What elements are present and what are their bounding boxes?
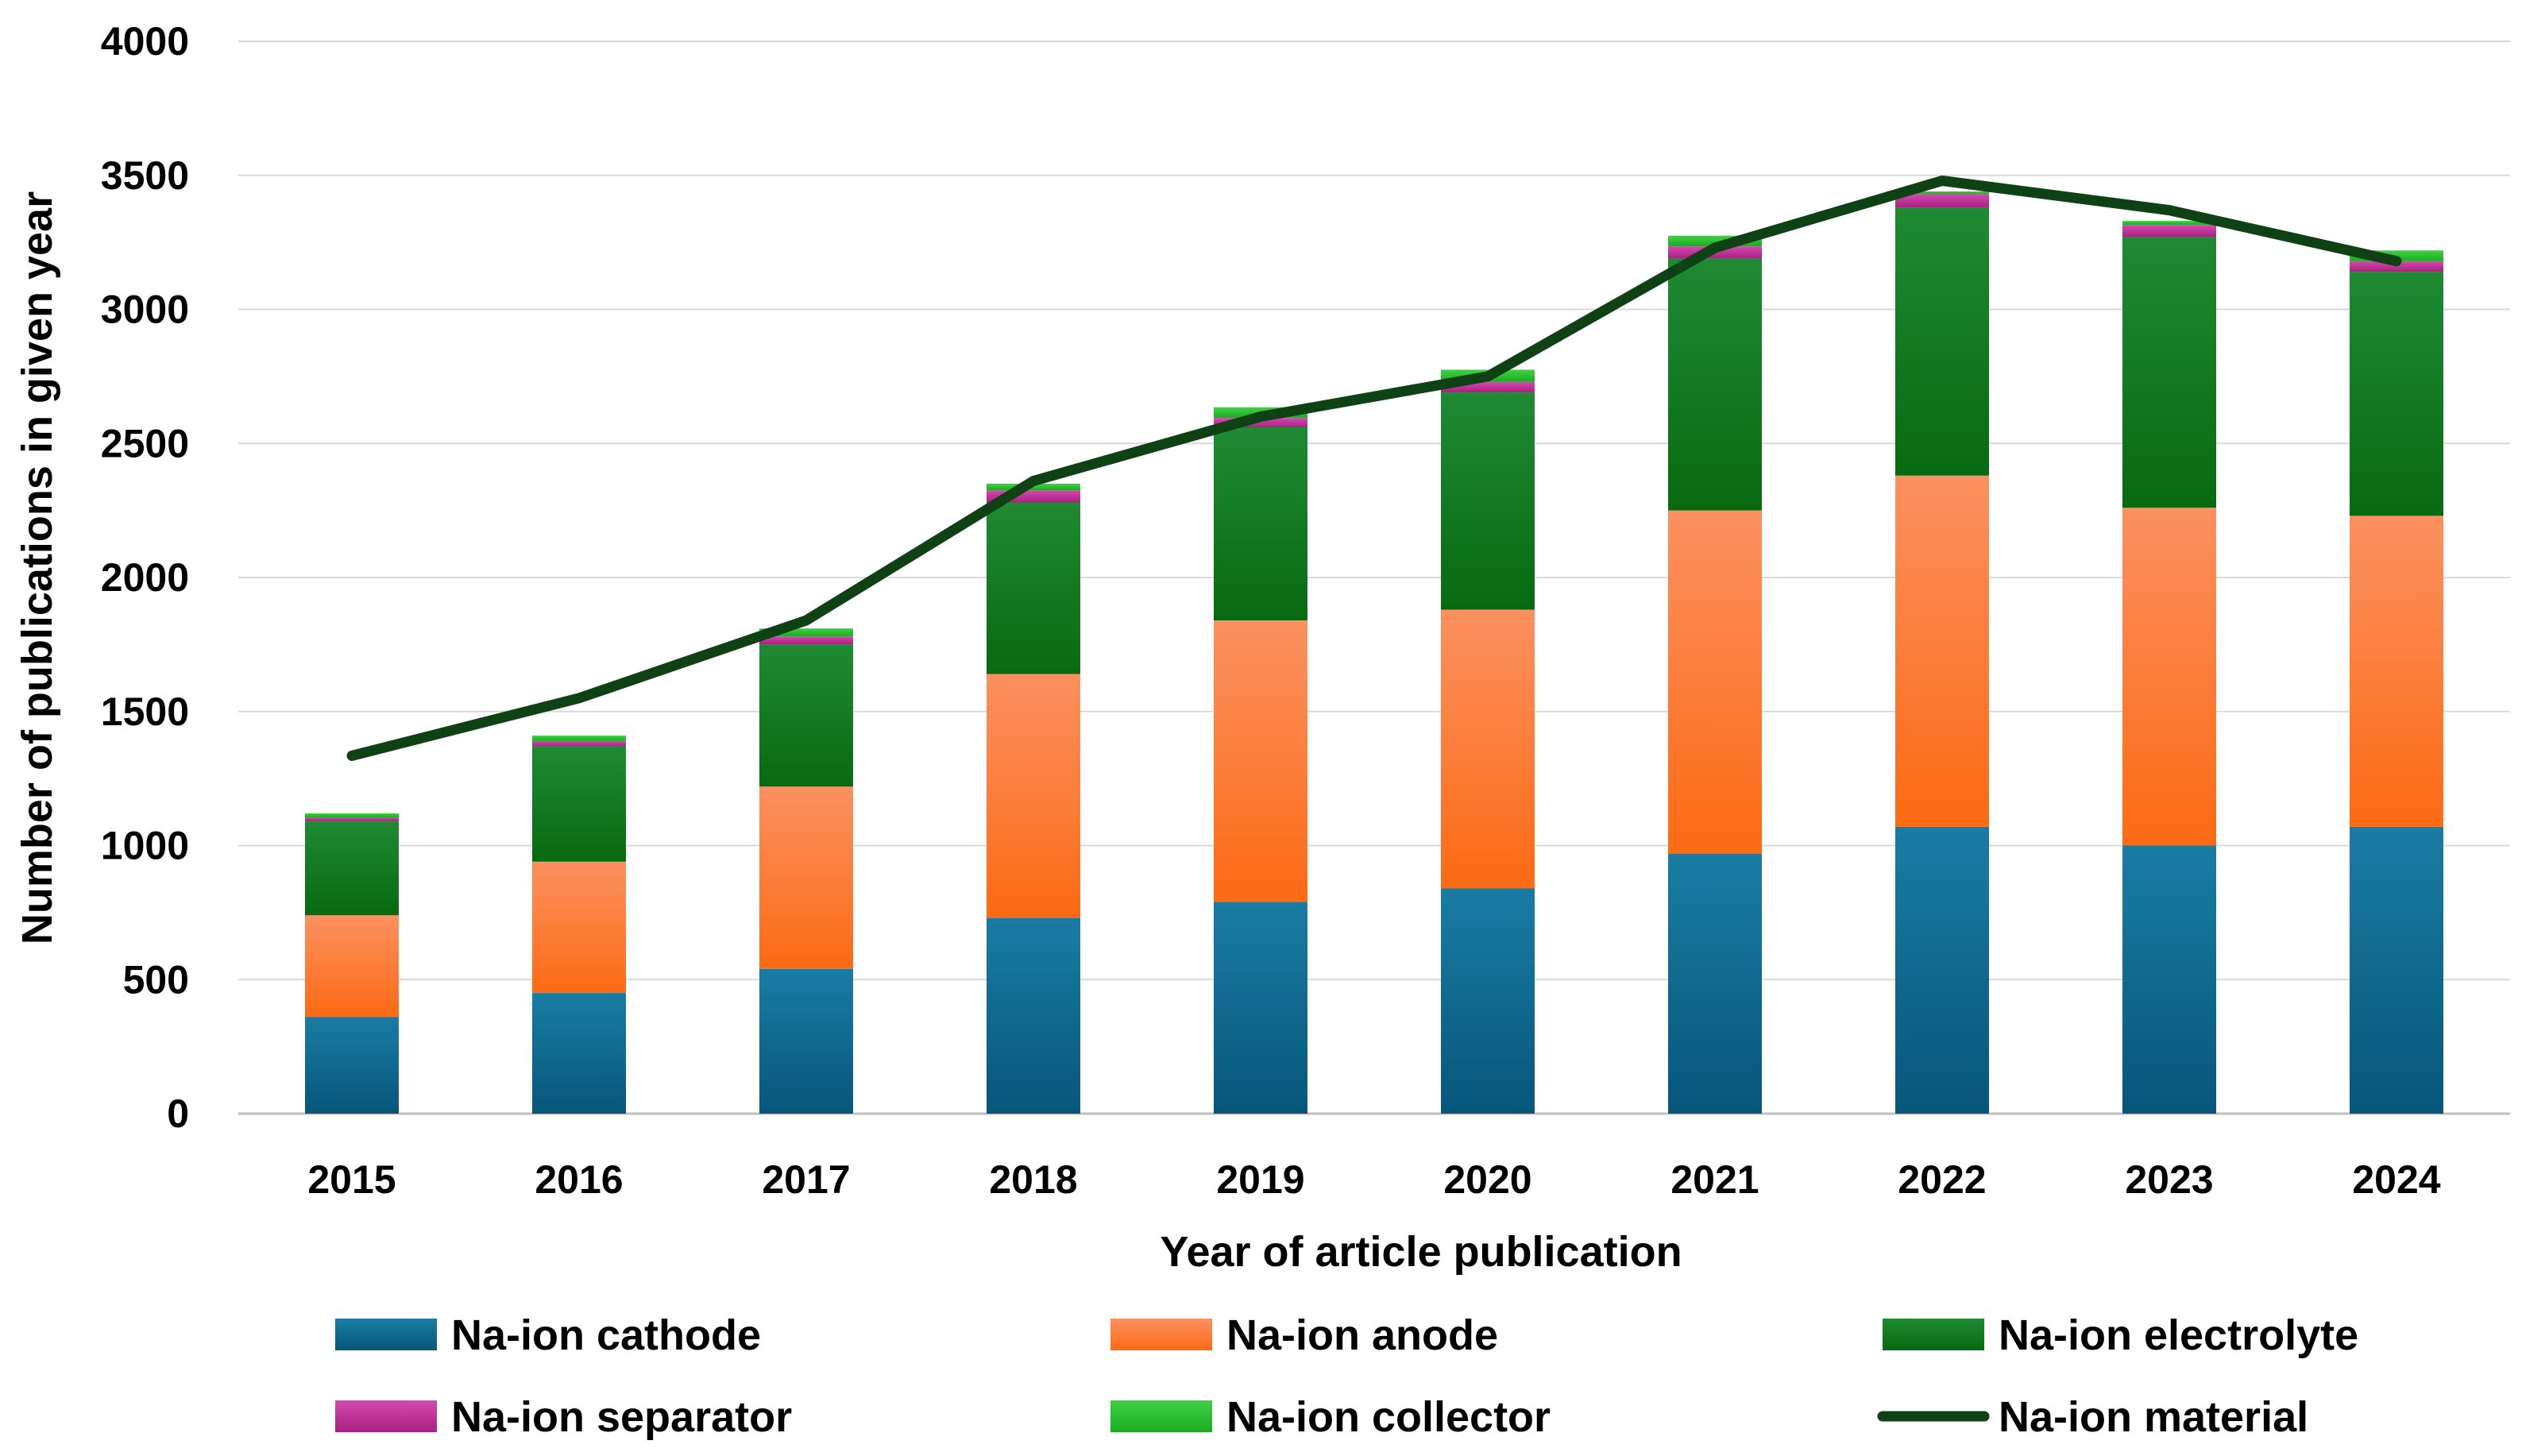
y-axis-ticks: 0 500 1000 1500 2000 2500 3000 3500 4000 (101, 19, 189, 1136)
y-tick-label: 4000 (101, 19, 189, 64)
bar-na-ion-cathode-2022 (1895, 826, 1989, 1114)
y-tick-label: 2500 (101, 421, 189, 465)
legend-swatch (1110, 1319, 1212, 1350)
bar-na-ion-electrolyte-2017 (759, 644, 853, 787)
bar-na-ion-electrolyte-2020 (1441, 392, 1535, 610)
bar-na-ion-cathode-2018 (987, 917, 1080, 1114)
bar-na-ion-anode-2024 (2350, 516, 2443, 827)
bar-na-ion-anode-2017 (759, 786, 853, 969)
legend-label: Na-ion collector (1226, 1393, 1551, 1441)
y-tick-label: 3500 (101, 153, 189, 198)
x-tick-label: 2016 (535, 1157, 623, 1202)
x-tick-label: 2015 (307, 1157, 396, 1202)
legend-swatch (335, 1400, 437, 1432)
legend-item-na-ion-electrolyte: Na-ion electrolyte (1883, 1311, 2358, 1359)
bar-na-ion-cathode-2021 (1668, 853, 1762, 1114)
bar-na-ion-anode-2021 (1668, 510, 1762, 854)
y-tick-label: 2000 (101, 555, 189, 600)
bar-na-ion-electrolyte-2021 (1668, 258, 1762, 511)
legend-swatch (1110, 1400, 1212, 1432)
legend: Na-ion cathode Na-ion anode Na-ion electro… (335, 1311, 2358, 1441)
bar-na-ion-collector-2023 (2122, 221, 2216, 226)
bar-na-ion-cathode-2024 (2350, 826, 2443, 1114)
legend-label: Na-ion electrolyte (1999, 1311, 2358, 1359)
bar-na-ion-electrolyte-2018 (987, 502, 1080, 674)
total-line-series (346, 176, 2402, 761)
legend-label: Na-ion anode (1226, 1311, 1498, 1359)
y-tick-label: 1500 (101, 689, 189, 734)
y-axis-title: Number of publications in given year (14, 191, 61, 944)
bar-na-ion-anode-2022 (1895, 475, 1989, 827)
bar-na-ion-electrolyte-2024 (2350, 272, 2443, 516)
bar-na-ion-collector-2022 (1895, 191, 1989, 195)
bar-na-ion-cathode-2015 (305, 1017, 399, 1114)
x-tick-label: 2020 (1443, 1157, 1531, 1202)
bar-na-ion-separator-2015 (305, 817, 399, 822)
total-line (346, 176, 2402, 761)
bar-na-ion-separator-2016 (532, 740, 626, 747)
y-tick-label: 0 (167, 1091, 189, 1136)
bar-na-ion-separator-2022 (1895, 194, 1989, 208)
bar-na-ion-separator-2017 (759, 636, 853, 645)
bar-na-ion-anode-2016 (532, 861, 626, 994)
bar-na-ion-anode-2023 (2122, 508, 2216, 846)
legend-label: Na-ion separator (451, 1393, 792, 1441)
stacked-bars (305, 191, 2443, 1114)
x-tick-label: 2019 (1216, 1157, 1304, 1202)
bar-na-ion-cathode-2020 (1441, 888, 1535, 1114)
bar-na-ion-separator-2019 (1214, 418, 1307, 427)
bar-na-ion-cathode-2017 (759, 968, 853, 1114)
y-tick-label: 3000 (101, 288, 189, 332)
legend-swatch (1883, 1319, 1984, 1350)
x-tick-label: 2017 (762, 1157, 850, 1202)
bar-na-ion-collector-2017 (759, 628, 853, 637)
bar-na-ion-separator-2023 (2122, 225, 2216, 238)
x-tick-label: 2018 (989, 1157, 1077, 1202)
y-tick-label: 500 (123, 957, 189, 1002)
legend-item-na-ion-collector: Na-ion collector (1110, 1393, 1551, 1441)
legend-label: Na-ion cathode (451, 1311, 761, 1359)
bar-na-ion-electrolyte-2019 (1214, 427, 1307, 620)
x-axis-title: Year of article publication (1160, 1228, 1682, 1276)
bar-na-ion-electrolyte-2016 (532, 746, 626, 862)
legend-swatch (335, 1319, 437, 1350)
bar-na-ion-electrolyte-2015 (305, 821, 399, 916)
bar-na-ion-anode-2020 (1441, 609, 1535, 889)
legend-item-na-ion-cathode: Na-ion cathode (335, 1311, 761, 1359)
x-tick-label: 2024 (2352, 1157, 2440, 1202)
bar-na-ion-anode-2015 (305, 915, 399, 1018)
bar-na-ion-cathode-2016 (532, 993, 626, 1114)
bar-na-ion-cathode-2023 (2122, 845, 2216, 1114)
bar-na-ion-anode-2018 (987, 674, 1080, 918)
bar-na-ion-collector-2015 (305, 813, 399, 818)
legend-item-na-ion-anode: Na-ion anode (1110, 1311, 1498, 1359)
legend-item-na-ion-separator: Na-ion separator (335, 1393, 792, 1441)
legend-item-na-ion-material: Na-ion material (1877, 1393, 2308, 1441)
x-tick-label: 2021 (1670, 1157, 1759, 1202)
x-tick-label: 2023 (2125, 1157, 2213, 1202)
y-tick-label: 1000 (101, 824, 189, 868)
bar-na-ion-electrolyte-2022 (1895, 207, 1989, 476)
bar-na-ion-anode-2019 (1214, 620, 1307, 902)
bar-na-ion-electrolyte-2023 (2122, 237, 2216, 508)
x-axis-ticks: 2015 2016 2017 2018 2019 2020 2021 2022 2023 2024 (307, 1157, 2440, 1202)
legend-label: Na-ion material (1999, 1393, 2308, 1441)
bar-na-ion-cathode-2019 (1214, 902, 1307, 1114)
bar-na-ion-separator-2024 (2350, 261, 2443, 272)
x-tick-label: 2022 (1898, 1157, 1986, 1202)
bar-na-ion-collector-2016 (532, 736, 626, 741)
